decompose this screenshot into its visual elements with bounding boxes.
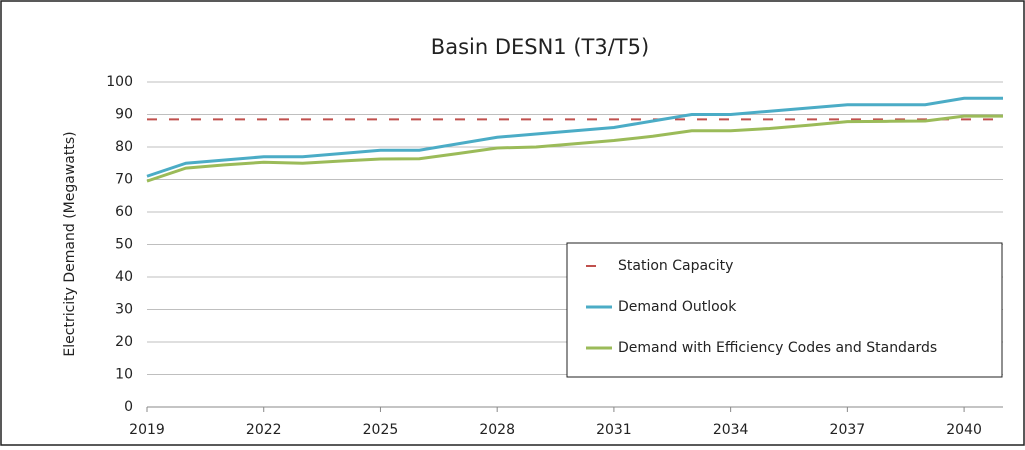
y-tick-label: 20 [115,334,133,350]
series-line [146,114,1003,183]
y-tick-label: 30 [115,302,133,318]
x-tick-label: 2022 [246,422,282,438]
x-tick-label: 2031 [596,422,632,438]
x-tick-label: 2034 [713,422,749,438]
y-axis-label: Electricity Demand (Megawatts) [62,131,78,356]
y-tick-label: 50 [115,237,133,253]
y-tick-label: 70 [115,172,133,188]
x-tick-label: 2037 [830,422,866,438]
legend-label: Station Capacity [618,258,733,274]
y-tick-label: 40 [115,269,133,285]
x-tick-label: 2025 [363,422,399,438]
x-tick-label: 2028 [479,422,515,438]
y-tick-label: 60 [115,204,133,220]
y-tick-label: 80 [115,139,133,155]
legend-label: Demand with Efficiency Codes and Standar… [618,340,937,356]
legend-label: Demand Outlook [618,299,737,315]
chart-title: Basin DESN1 (T3/T5) [431,35,649,59]
x-tick-label: 2019 [129,422,165,438]
legend-box [566,242,1003,378]
y-tick-label: 10 [115,367,133,383]
y-tick-label: 0 [124,399,133,415]
x-tick-label: 2040 [946,422,982,438]
series-line [146,96,1003,178]
y-tick-label: 90 [115,107,133,123]
y-tick-label: 100 [106,74,133,90]
